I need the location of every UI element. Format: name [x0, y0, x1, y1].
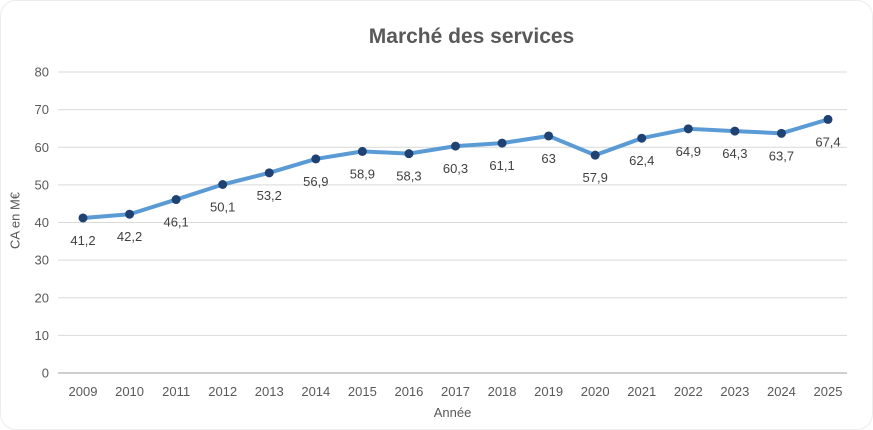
- data-point-label: 67,4: [815, 134, 840, 149]
- x-tick-label: 2015: [348, 384, 377, 399]
- data-point-label: 53,2: [257, 188, 282, 203]
- x-tick-label: 2023: [720, 384, 749, 399]
- x-tick-label: 2009: [69, 384, 98, 399]
- y-tick-label: 30: [35, 253, 49, 268]
- x-tick-label: 2012: [208, 384, 237, 399]
- data-point-label: 64,9: [676, 144, 701, 159]
- data-point: [497, 138, 507, 148]
- x-tick-label: 2021: [627, 384, 656, 399]
- data-point-label: 61,1: [489, 158, 514, 173]
- data-point-label: 63: [541, 151, 555, 166]
- x-tick-label: 2014: [301, 384, 330, 399]
- chart-title: Marché des services: [368, 25, 575, 48]
- data-point-label: 64,3: [722, 146, 747, 161]
- data-point: [125, 209, 135, 219]
- data-point: [404, 149, 414, 159]
- data-point: [823, 114, 833, 124]
- data-point-label: 60,3: [443, 161, 468, 176]
- data-point: [451, 141, 460, 151]
- y-tick-label: 60: [35, 140, 49, 155]
- data-point: [311, 154, 321, 164]
- data-point-label: 41,2: [70, 233, 95, 248]
- y-tick-label: 0: [42, 366, 49, 381]
- x-tick-label: 2018: [488, 384, 517, 399]
- data-point-label: 63,7: [769, 148, 794, 163]
- y-tick-label: 40: [35, 215, 49, 230]
- data-point: [264, 168, 274, 178]
- x-tick-label: 2020: [581, 384, 610, 399]
- data-point: [544, 131, 554, 141]
- x-tick-label: 2013: [255, 384, 284, 399]
- y-tick-label: 50: [35, 177, 49, 192]
- y-tick-label: 70: [35, 102, 49, 117]
- data-point-label: 58,3: [396, 169, 421, 184]
- data-point-label: 58,9: [350, 166, 375, 181]
- x-tick-label: 2016: [394, 384, 423, 399]
- y-tick-label: 10: [35, 328, 49, 343]
- data-point-label: 62,4: [629, 153, 654, 168]
- y-tick-label: 20: [35, 290, 49, 305]
- data-point-label: 42,2: [117, 229, 142, 244]
- x-tick-label: 2025: [814, 384, 843, 399]
- data-point: [78, 213, 88, 223]
- data-point: [218, 179, 228, 189]
- data-point: [637, 133, 647, 143]
- data-point: [730, 126, 740, 136]
- y-tick-label: 80: [35, 65, 49, 80]
- data-point-label: 50,1: [210, 199, 235, 214]
- data-point: [683, 124, 693, 134]
- data-point: [776, 128, 786, 138]
- x-tick-label: 2011: [162, 384, 190, 399]
- x-tick-label: 2022: [674, 384, 703, 399]
- data-point: [357, 146, 367, 156]
- data-point: [171, 195, 181, 205]
- data-point-label: 56,9: [303, 174, 328, 189]
- data-point-label: 57,9: [583, 170, 608, 185]
- x-tick-label: 2024: [767, 384, 796, 399]
- x-tick-label: 2019: [534, 384, 563, 399]
- x-tick-label: 2010: [115, 384, 144, 399]
- data-point: [590, 150, 600, 160]
- x-tick-label: 2017: [441, 384, 470, 399]
- x-axis-title: Année: [433, 405, 472, 420]
- data-point-label: 46,1: [163, 215, 188, 230]
